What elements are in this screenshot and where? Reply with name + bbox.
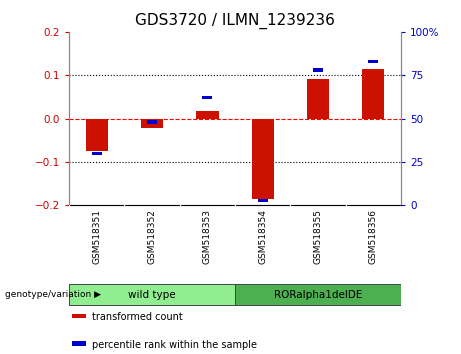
Bar: [362, 69, 384, 119]
Text: GSM518351: GSM518351: [92, 209, 101, 264]
Bar: [196, 111, 219, 119]
Bar: [313, 68, 323, 72]
Bar: [252, 119, 274, 199]
Bar: [141, 119, 163, 128]
Title: GDS3720 / ILMN_1239236: GDS3720 / ILMN_1239236: [135, 13, 335, 29]
Text: transformed count: transformed count: [92, 312, 183, 322]
Text: percentile rank within the sample: percentile rank within the sample: [92, 340, 257, 350]
Bar: [202, 96, 213, 99]
Bar: [72, 314, 86, 318]
Bar: [368, 60, 378, 63]
Bar: [307, 79, 329, 119]
FancyBboxPatch shape: [235, 284, 401, 305]
Text: GSM518356: GSM518356: [369, 209, 378, 264]
Text: wild type: wild type: [128, 290, 176, 300]
Text: GSM518352: GSM518352: [148, 209, 157, 264]
Bar: [147, 120, 157, 124]
Text: genotype/variation ▶: genotype/variation ▶: [5, 290, 100, 299]
Bar: [92, 152, 102, 155]
Text: GSM518355: GSM518355: [313, 209, 323, 264]
Bar: [86, 119, 108, 151]
Text: GSM518354: GSM518354: [258, 209, 267, 264]
Bar: [258, 199, 268, 202]
FancyBboxPatch shape: [69, 284, 235, 305]
Text: RORalpha1delDE: RORalpha1delDE: [274, 290, 362, 300]
Bar: [72, 341, 86, 346]
Text: GSM518353: GSM518353: [203, 209, 212, 264]
